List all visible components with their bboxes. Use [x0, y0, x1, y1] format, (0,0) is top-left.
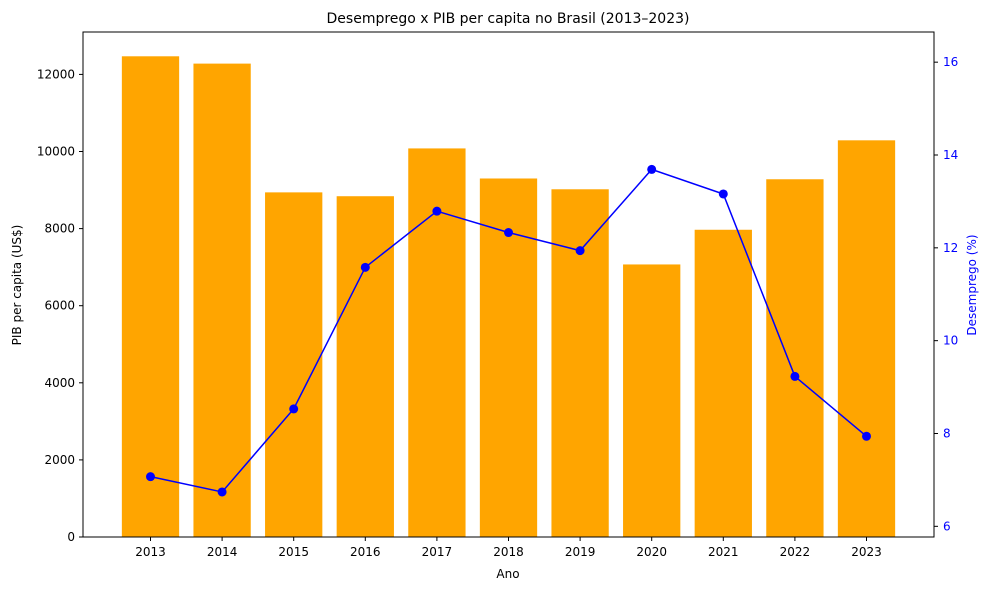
y-right-tick-label-16: 16: [943, 55, 958, 69]
y-left-tick-label-10000: 10000: [37, 145, 75, 159]
y-left-tick-label-0: 0: [67, 530, 75, 544]
bar-2013: [121, 56, 180, 537]
bars-layer: [121, 56, 896, 538]
x-tick-label-2015: 2015: [278, 545, 309, 559]
x-tick-label-2019: 2019: [565, 545, 596, 559]
x-axis-label: Ano: [496, 567, 519, 581]
point-2015: [289, 404, 299, 414]
point-2019: [575, 246, 585, 256]
bar-2018: [479, 178, 538, 538]
x-tick-label-2016: 2016: [350, 545, 381, 559]
x-tick-label-2014: 2014: [207, 545, 238, 559]
bar-2019: [551, 189, 609, 537]
bar-2020: [623, 264, 681, 537]
x-tick-label-2021: 2021: [708, 545, 739, 559]
point-2016: [360, 262, 370, 272]
point-2014: [217, 487, 227, 497]
x-tick-label-2023: 2023: [851, 545, 882, 559]
y-right-tick-label-6: 6: [943, 519, 951, 533]
point-2023: [862, 431, 871, 441]
y-axis-right-label: Desemprego (%): [965, 234, 979, 335]
point-2017: [432, 206, 442, 216]
y-left-tick-label-2000: 2000: [44, 453, 75, 467]
y-right-tick-label-8: 8: [943, 426, 951, 440]
y-right-tick-label-12: 12: [943, 241, 958, 255]
y-axis-left-label: PIB per capita (US$): [10, 225, 24, 346]
x-tick-label-2022: 2022: [780, 545, 811, 559]
y-right-tick-label-10: 10: [943, 334, 958, 348]
bar-2021: [694, 229, 752, 537]
bar-2014: [193, 63, 251, 538]
bar-2015: [265, 192, 323, 537]
y-left-tick-label-6000: 6000: [44, 299, 75, 313]
x-tick-label-2020: 2020: [636, 545, 667, 559]
point-2020: [647, 164, 657, 174]
x-tick-label-2013: 2013: [135, 545, 166, 559]
y-left-tick-label-4000: 4000: [44, 376, 75, 390]
bar-2022: [766, 179, 824, 537]
point-2013: [146, 472, 155, 482]
point-2021: [718, 189, 728, 199]
y-left-tick-label-12000: 12000: [37, 67, 75, 81]
line-layer: [146, 164, 871, 497]
x-tick-label-2017: 2017: [422, 545, 453, 559]
axes-layer: 2013 2014 2015 2016 2017 2018 2019 2020 2021 2022…: [37, 31, 958, 559]
x-tick-label-2018: 2018: [493, 545, 524, 559]
point-2022: [790, 371, 800, 381]
chart-title: Desemprego x PIB per capita no Brasil (2…: [327, 11, 690, 27]
bar-2016: [336, 196, 394, 537]
y-right-tick-label-14: 14: [943, 148, 958, 162]
bar-2023: [837, 140, 896, 537]
y-left-tick-label-8000: 8000: [44, 222, 75, 236]
point-2018: [504, 228, 513, 238]
